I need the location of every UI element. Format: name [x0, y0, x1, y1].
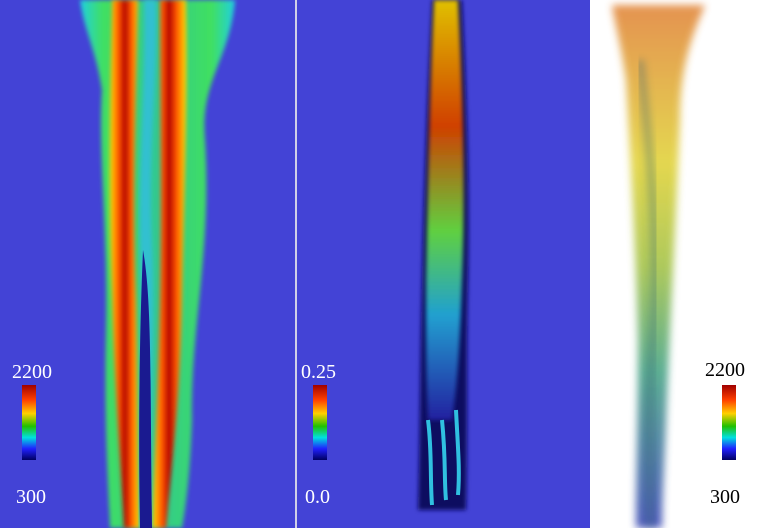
colorbar-max-label: 2200	[705, 359, 745, 381]
colorbar	[22, 385, 36, 460]
temperature-panel: 2200 300	[0, 0, 295, 528]
colorbar-max-label: 2200	[12, 361, 52, 383]
figure: 2200 300 0.25 0.0 2200 300	[0, 0, 759, 528]
colorbar-max-label: 0.25	[301, 361, 336, 383]
colorbar-min-label: 300	[710, 486, 740, 508]
particle-panel: 2200 300	[592, 0, 759, 528]
colorbar-min-label: 300	[16, 486, 46, 508]
colorbar	[313, 385, 327, 460]
colorbar-min-label: 0.0	[305, 486, 330, 508]
colorbar	[722, 385, 736, 460]
mixture-fraction-panel: 0.25 0.0	[297, 0, 590, 528]
